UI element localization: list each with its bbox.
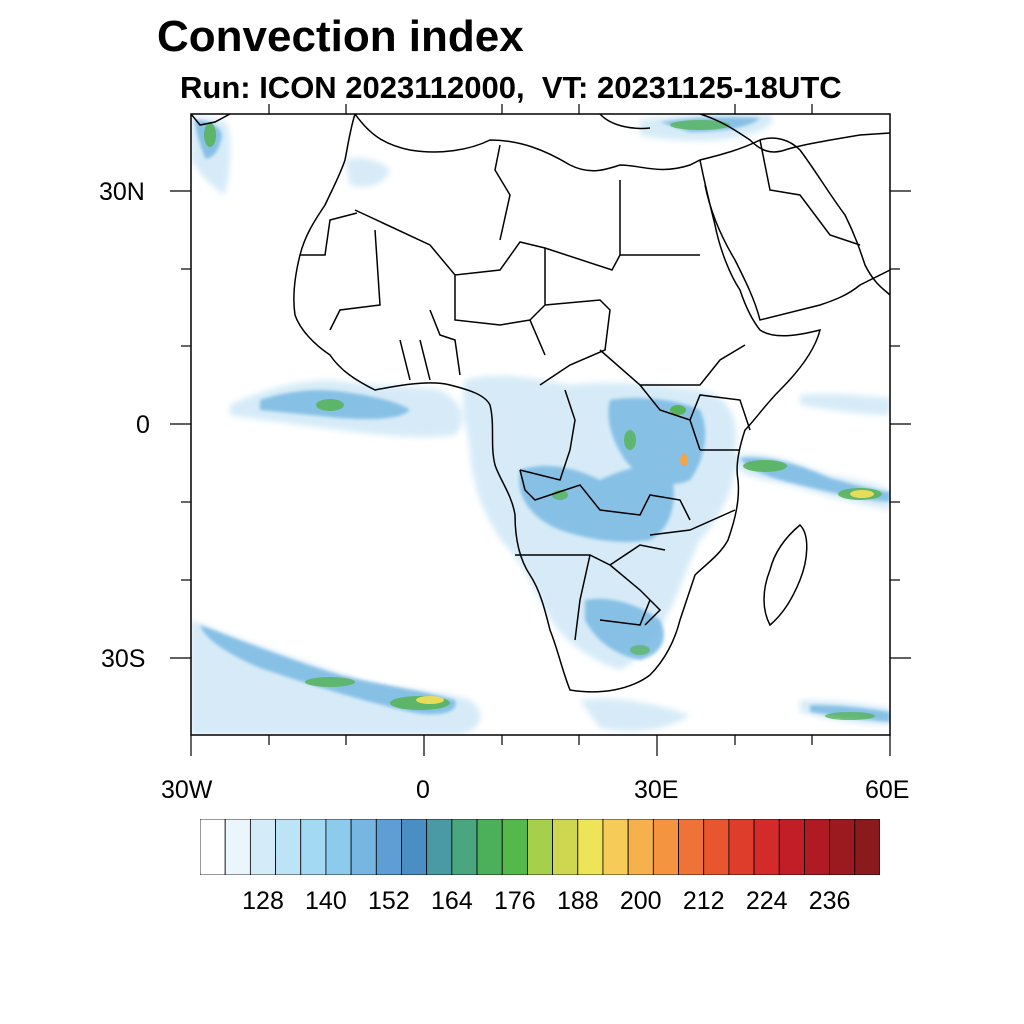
colorbar-box [401,819,428,875]
x-label-0: 0 [416,776,430,804]
colorbar [200,819,880,875]
colorbar-label: 188 [556,887,599,915]
convection-area-southern-ocean [580,698,690,732]
colorbar-box [200,819,226,875]
colorbar-box [249,819,276,875]
africa-coastline [293,114,822,693]
colorbar-box [602,819,629,875]
arabia-coast [699,137,890,321]
colorbar-box [652,819,679,875]
colorbar-label: 164 [431,887,473,915]
colorbar-box [224,819,251,875]
colorbar-box [501,819,528,875]
colorbar-label: 236 [808,887,851,915]
iberia-coast [191,114,231,126]
europe-coast [599,114,890,153]
colorbar-box [552,819,579,875]
colorbar-box [350,819,377,875]
colorbar-label: 200 [619,887,662,915]
country-borders [300,144,751,641]
colorbar-box [627,819,654,875]
colorbar-label: 176 [493,887,536,915]
convection-mid-congo [519,465,674,542]
colorbar-box [476,819,503,875]
colorbar-box [275,819,302,875]
convection-high-values [204,120,882,720]
colorbar-box [325,819,352,875]
colorbar-label: 212 [682,887,725,915]
colorbar-box [300,819,327,875]
colorbar-box [577,819,604,875]
madagascar-coast [763,523,808,627]
colorbar-box [778,819,805,875]
convection-area-morocco [345,158,390,187]
colorbar-box [703,819,730,875]
colorbar-box [728,819,755,875]
x-label-60e: 60E [865,776,910,804]
colorbar-box [829,819,856,875]
colorbar-box [678,819,705,875]
colorbar-label: 140 [305,887,347,915]
map-title: Convection index [157,12,524,61]
colorbar-box [426,819,453,875]
axis-ticks [170,104,911,756]
x-label-30e: 30E [634,776,679,804]
colorbar-box [804,819,831,875]
colorbar-box [854,819,880,875]
convection-area-arabian-sea [800,393,890,415]
colorbar-label: 152 [368,887,410,915]
y-label-30s: 30S [101,645,146,673]
map-subtitle: Run: ICON 2023112000, VT: 20231125-18UTC [180,70,842,105]
colorbar-label: 224 [745,887,788,915]
colorbar-box [375,819,402,875]
convection-field [191,114,890,735]
y-label-30n: 30N [99,178,145,206]
coastlines [191,114,890,693]
convection-mid-south-atlantic [200,625,456,715]
x-label-30w: 30W [161,776,213,804]
y-label-0: 0 [136,411,150,439]
colorbar-label: 128 [242,887,284,915]
colorbar-box [451,819,478,875]
colorbar-box [527,819,554,875]
colorbar-box [753,819,780,875]
